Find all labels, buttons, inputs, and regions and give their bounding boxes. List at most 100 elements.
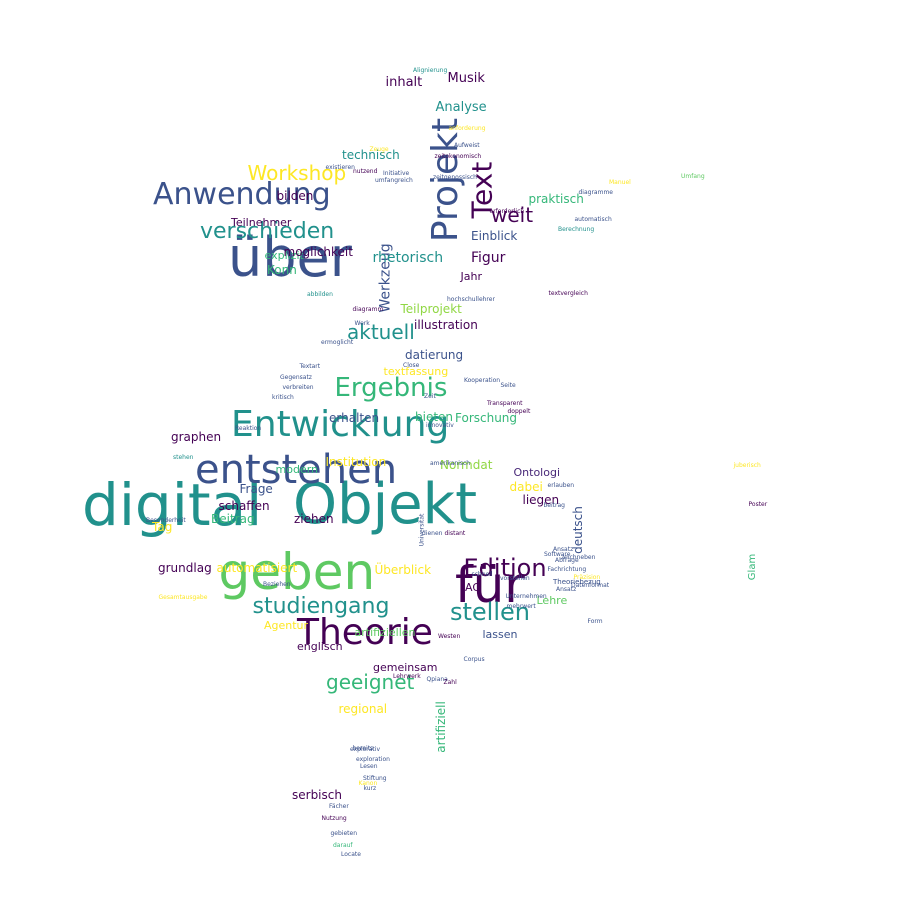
cloud-word: automatisiert	[216, 561, 298, 575]
cloud-word: erlauben	[547, 482, 575, 489]
cloud-word: bereits	[352, 745, 374, 752]
cloud-word: Stiftung	[363, 775, 387, 782]
cloud-word: Unternehmen	[505, 593, 547, 600]
cloud-word: gebieten	[330, 830, 358, 837]
cloud-word: moglichkeit	[283, 245, 353, 259]
cloud-word: geben	[218, 543, 376, 601]
cloud-word: Software	[544, 551, 571, 558]
cloud-word: amerikanisch	[430, 460, 471, 467]
cloud-word: AG	[465, 580, 481, 594]
cloud-word: Kanon	[358, 780, 378, 787]
cloud-word: explizit	[264, 248, 304, 262]
cloud-word: weit	[491, 203, 534, 227]
cloud-word: anforderung	[448, 125, 486, 132]
cloud-word: englisch	[297, 639, 343, 653]
cloud-word: inhalt	[385, 74, 423, 90]
cloud-word: technisch	[342, 148, 400, 162]
cloud-word: deutsch	[570, 506, 585, 554]
cloud-word: entstehen	[195, 447, 398, 493]
cloud-word: Seite	[500, 382, 516, 389]
cloud-word: Lehrwerk	[393, 673, 421, 680]
cloud-word: explorativ	[350, 746, 380, 753]
cloud-word: Berechnung	[558, 226, 595, 233]
cloud-word: kritisch	[272, 394, 294, 401]
cloud-word: illustration	[414, 318, 478, 332]
cloud-word: Initiative	[383, 170, 410, 177]
cloud-word: juberisch	[733, 462, 761, 469]
cloud-word: Locate	[341, 851, 361, 858]
cloud-word: studiengang	[252, 594, 390, 619]
cloud-word: lassen	[482, 627, 518, 641]
cloud-word: Aufweist	[454, 142, 480, 149]
cloud-word: Kooperation	[464, 377, 501, 384]
cloud-word: erhalten	[329, 411, 380, 425]
cloud-word: Form	[587, 618, 603, 625]
cloud-word: praktisch	[528, 192, 584, 206]
cloud-word: Analyse	[435, 99, 487, 115]
cloud-word: graphen	[171, 430, 222, 444]
cloud-word: Beziehen	[263, 581, 291, 588]
cloud-word: umfangreich	[375, 177, 413, 184]
cloud-word: Transparent	[487, 400, 523, 407]
cloud-word: hochschullehrer	[447, 296, 495, 303]
cloud-word: grundlag	[158, 561, 212, 575]
cloud-word: Gesamtausgabe	[158, 594, 208, 601]
cloud-word: schaffen	[218, 499, 270, 513]
cloud-word: Überblick	[374, 563, 432, 577]
cloud-word: Präzision	[573, 574, 601, 581]
cloud-word: Lesen	[360, 763, 378, 770]
cloud-word: stehen	[173, 454, 194, 461]
cloud-word: digital	[82, 471, 263, 539]
cloud-word: nutzend	[353, 168, 378, 175]
cloud-word: bilden	[276, 189, 314, 203]
cloud-word: kurz	[363, 785, 377, 792]
cloud-word: Poster	[748, 501, 768, 508]
cloud-word: aktuell	[347, 320, 415, 344]
cloud-word: serbisch	[292, 788, 342, 802]
cloud-word: Figur	[471, 250, 506, 266]
cloud-word: geeignet	[326, 670, 415, 694]
cloud-word: textvergleich	[548, 290, 588, 297]
cloud-word: schnell	[471, 571, 493, 578]
cloud-word: stellen	[450, 598, 530, 626]
cloud-word: für	[455, 556, 525, 614]
cloud-word: zeichneben	[561, 554, 596, 561]
cloud-word: Ontologi	[513, 465, 561, 479]
cloud-word: zeitgenossisch	[433, 174, 477, 181]
cloud-word: Umfang	[681, 173, 705, 180]
cloud-word: Qpiana	[426, 676, 448, 683]
cloud-word: gemeinsam	[373, 660, 438, 674]
cloud-word: zeitokonomisch	[434, 153, 482, 160]
cloud-word: Manuel	[609, 179, 631, 186]
cloud-word: modern	[275, 462, 319, 476]
cloud-word: mehrwert	[506, 603, 536, 610]
cloud-word: artifiziell	[433, 701, 448, 753]
cloud-word: bieten	[415, 410, 454, 424]
cloud-word: Beitrag	[211, 512, 255, 526]
cloud-word: Besonderheit	[146, 517, 186, 524]
cloud-word: Edition	[463, 554, 547, 582]
cloud-word: Universität	[417, 513, 425, 547]
cloud-word: Konn	[267, 263, 297, 277]
cloud-word: Workshop	[247, 161, 347, 185]
cloud-word: Zahl	[443, 679, 457, 686]
cloud-word: dienen	[422, 530, 443, 537]
cloud-word: Werk	[354, 320, 370, 327]
cloud-word: Einblick	[471, 229, 518, 243]
cloud-word: automatisch	[574, 216, 612, 223]
cloud-word: Teilprojekt	[400, 302, 462, 316]
cloud-word: dabei	[509, 480, 543, 494]
cloud-word: erforderlich	[489, 208, 525, 215]
cloud-word: darauf	[333, 842, 353, 849]
cloud-word: Nutzung	[321, 815, 347, 822]
cloud-word: Glam	[747, 553, 759, 581]
cloud-word: Anwendung	[153, 177, 331, 212]
cloud-word: Zeuge	[369, 146, 389, 153]
cloud-word: Musik	[447, 70, 485, 86]
cloud-word: Ansatz	[553, 546, 574, 553]
cloud-word: Fächer	[329, 803, 349, 810]
cloud-word: Theorie	[297, 612, 433, 653]
cloud-word: Textart	[299, 363, 321, 370]
cloud-word: Reaktion	[235, 425, 262, 432]
cloud-word: Institution	[325, 455, 387, 469]
